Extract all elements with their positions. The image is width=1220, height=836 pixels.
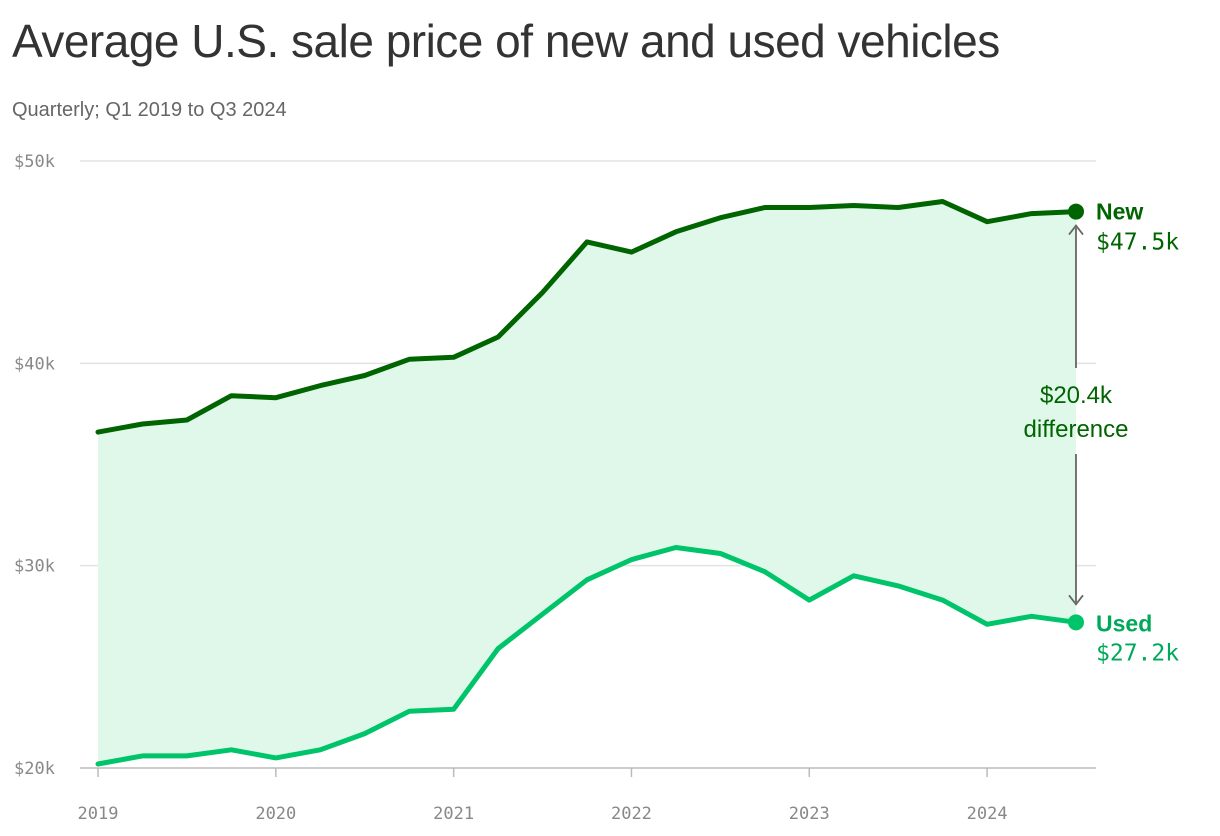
difference-value: $20.4k: [1040, 382, 1113, 409]
x-axis-labels: 2019 2020 2021 2022 2023 2024: [78, 804, 1008, 824]
y-axis-labels: $20k $30k $40k $50k: [14, 152, 55, 779]
used-series-value: $27.2k: [1096, 640, 1179, 666]
used-series-line: [95, 545, 1079, 767]
x-tick-label: 2023: [789, 804, 830, 824]
x-axis: [80, 767, 1096, 777]
x-tick-label: 2024: [967, 804, 1008, 824]
arrow-head-up-icon: [1068, 224, 1084, 236]
chart-title: Average U.S. sale price of new and used …: [12, 15, 1000, 67]
x-tick-label: 2020: [255, 804, 296, 824]
new-series-value: $47.5k: [1096, 230, 1179, 256]
difference-area: [98, 201, 1076, 764]
y-tick-label: $30k: [14, 557, 55, 577]
arrow-head-down-icon: [1068, 594, 1084, 606]
chart-subtitle: Quarterly; Q1 2019 to Q3 2024: [12, 99, 287, 121]
y-tick-label: $50k: [14, 152, 55, 172]
new-series-line: [95, 199, 1079, 435]
x-tick-label: 2022: [611, 804, 652, 824]
y-tick-label: $20k: [14, 759, 55, 779]
new-series-label: New: [1096, 199, 1143, 225]
x-tick-label: 2019: [78, 804, 119, 824]
new-endpoint-dot: [1068, 203, 1084, 220]
used-series-label: Used: [1096, 610, 1152, 636]
difference-label: difference: [1024, 416, 1129, 443]
y-tick-label: $40k: [14, 354, 55, 374]
series-endpoints: [1068, 203, 1084, 631]
x-tick-label: 2021: [433, 804, 474, 824]
used-endpoint-dot: [1068, 614, 1084, 631]
difference-annotation: $20.4k difference: [1024, 224, 1129, 606]
